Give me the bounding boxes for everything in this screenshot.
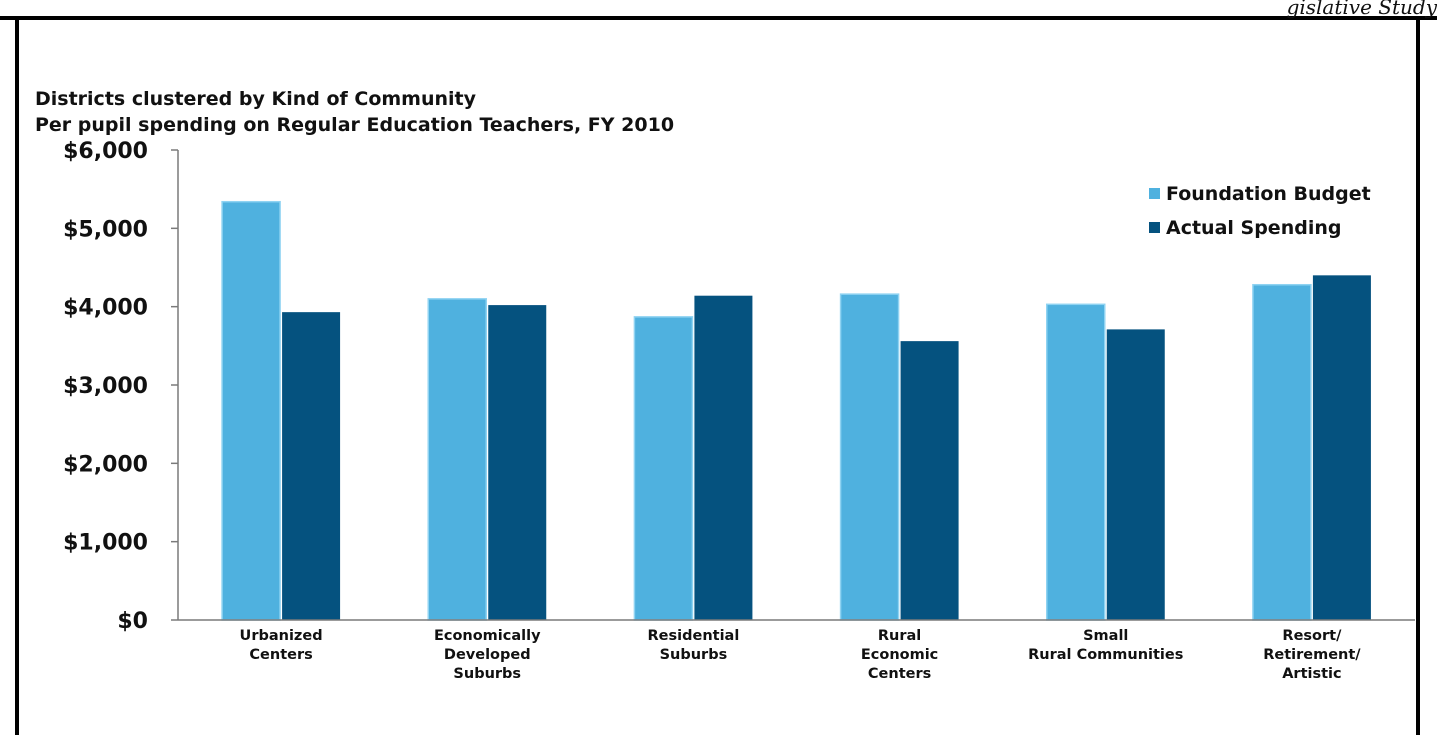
chart-legend: Foundation Budget Actual Spending [1149,183,1371,239]
bar-foundation-budget [1046,303,1106,621]
legend-label: Actual Spending [1166,217,1341,239]
chart-subtitle: Per pupil spending on Regular Education … [35,114,674,136]
y-tick-label: $3,000 [63,374,148,399]
y-tick-label: $1,000 [63,531,148,556]
x-tick-label: Rural Communities [1028,647,1183,663]
bar-actual-spending [282,312,341,620]
x-tick-label: Suburbs [660,647,728,663]
bar-actual-spending [1106,329,1165,620]
x-tick-label: Rural [878,628,921,644]
bar-actual-spending [488,305,547,620]
x-tick-label: Suburbs [453,666,521,682]
y-tick-label: $0 [117,609,148,634]
bar-foundation-budget [427,298,487,621]
bar-foundation-budget [839,293,900,621]
x-tick-label: Centers [249,647,312,663]
x-tick-label: Resort/ [1282,628,1342,644]
corner-fragment-text: gislative Study [1287,0,1437,19]
y-tick-label: $5,000 [63,217,148,242]
x-tick-label: Residential [648,628,740,644]
bar-foundation-budget [1252,283,1312,621]
x-tick-label: Economically [434,628,541,644]
bar-foundation-budget [633,316,694,621]
bar-actual-spending [1312,275,1371,620]
bar-actual-spending [694,295,753,620]
bar-foundation-budget [221,200,281,621]
legend-label: Foundation Budget [1166,183,1371,205]
y-tick-label: $6,000 [63,139,148,164]
y-tick-label: $4,000 [63,296,148,321]
x-tick-label: Small [1083,628,1128,644]
x-tick-label: Urbanized [240,628,323,644]
legend-swatch [1149,188,1160,199]
y-tick-label: $2,000 [63,452,148,477]
x-tick-label: Centers [868,666,931,682]
x-tick-label: Developed [444,647,531,663]
x-tick-label: Artistic [1282,666,1341,682]
chart-title: Districts clustered by Kind of Community [35,88,477,110]
legend-swatch [1149,222,1160,233]
bar-actual-spending [900,341,959,620]
plot-area: $0 $1,000 $2,000 $3,000 $4,000 $5,000 $6,000 Ur… [63,139,1415,682]
x-tick-label: Economic [861,647,938,663]
x-tick-label: Retirement/ [1263,647,1361,663]
